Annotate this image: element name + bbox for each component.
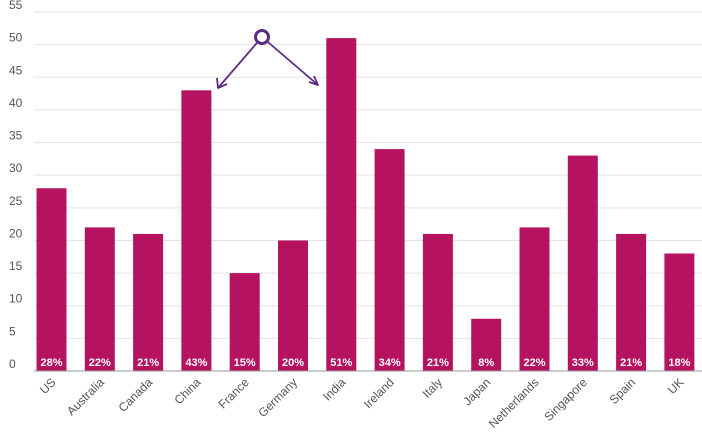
- y-tick-label: 45: [9, 63, 23, 77]
- y-tick-label: 50: [9, 31, 23, 45]
- bar-data-label: 15%: [234, 357, 256, 369]
- y-tick-label: 40: [9, 96, 23, 110]
- bar-data-label: 8%: [478, 357, 494, 369]
- x-tick-label: Australia: [64, 375, 107, 418]
- bar-uk: [664, 253, 695, 371]
- y-axis-ticks: 0 5 10 15 20 25 30 35 40 45 50 55: [9, 0, 23, 371]
- bar-labels: 28% 22% 21% 43% 15% 20% 51% 34% 21% 8% 22% 33% 21% 18…: [40, 357, 690, 369]
- x-tick-label: Japan: [460, 375, 493, 408]
- annotation-arrow-left: [217, 36, 263, 89]
- bar-data-label: 20%: [282, 357, 304, 369]
- bar-spain: [616, 233, 647, 371]
- annotation-arrow-right: [261, 36, 319, 86]
- y-tick-label: 25: [9, 194, 23, 208]
- annotation-arrowhead-right: [308, 75, 319, 86]
- annotation-arrows: [216, 29, 319, 89]
- x-tick-label: Germany: [255, 375, 300, 420]
- x-tick-label: Ireland: [361, 375, 397, 411]
- bars: [36, 38, 695, 371]
- bar-france: [229, 273, 260, 371]
- bar-data-label: 21%: [620, 357, 642, 369]
- bar-data-label: 21%: [137, 357, 159, 369]
- y-tick-label: 15: [9, 259, 23, 273]
- x-tick-label: India: [320, 375, 349, 404]
- x-tick-label: Singapore: [541, 375, 590, 424]
- y-tick-label: 30: [9, 161, 23, 175]
- bar-india: [326, 38, 357, 371]
- bar-italy: [422, 233, 453, 371]
- bar-canada: [133, 233, 164, 371]
- bar-data-label: 34%: [379, 357, 401, 369]
- y-tick-label: 10: [9, 292, 23, 306]
- bar-singapore: [567, 155, 598, 371]
- annotation-circle-marker: [254, 29, 270, 45]
- bar-data-label: 22%: [523, 357, 545, 369]
- bar-netherlands: [519, 227, 550, 371]
- bar-australia: [84, 227, 115, 371]
- bar-japan: [471, 318, 502, 371]
- x-tick-label: France: [216, 375, 253, 412]
- bar-data-label: 43%: [185, 357, 207, 369]
- bar-data-label: 51%: [330, 357, 352, 369]
- bar-china: [181, 90, 212, 371]
- x-tick-label: US: [37, 375, 59, 397]
- bar-data-label: 18%: [668, 357, 690, 369]
- y-tick-label: 0: [9, 357, 16, 371]
- y-tick-label: 55: [9, 0, 23, 12]
- y-tick-label: 35: [9, 129, 23, 143]
- x-axis-ticks: US Australia Canada China France Germany India…: [37, 375, 687, 431]
- x-tick-label: Italy: [420, 375, 445, 400]
- x-tick-label: China: [171, 375, 203, 407]
- x-tick-label: Netherlands: [486, 375, 542, 431]
- bar-data-label: 22%: [89, 357, 111, 369]
- bar-data-label: 33%: [572, 357, 594, 369]
- bar-data-label: 28%: [40, 357, 62, 369]
- x-tick-label: Canada: [116, 375, 156, 415]
- bar-us: [36, 188, 67, 371]
- bar-germany: [278, 240, 308, 371]
- y-tick-label: 20: [9, 226, 23, 240]
- bar-ireland: [374, 149, 405, 371]
- x-tick-label: UK: [665, 375, 687, 397]
- x-tick-label: Spain: [607, 375, 639, 407]
- y-tick-label: 5: [9, 324, 16, 338]
- annotation-arrowhead-left: [216, 77, 228, 89]
- bar-data-label: 21%: [427, 357, 449, 369]
